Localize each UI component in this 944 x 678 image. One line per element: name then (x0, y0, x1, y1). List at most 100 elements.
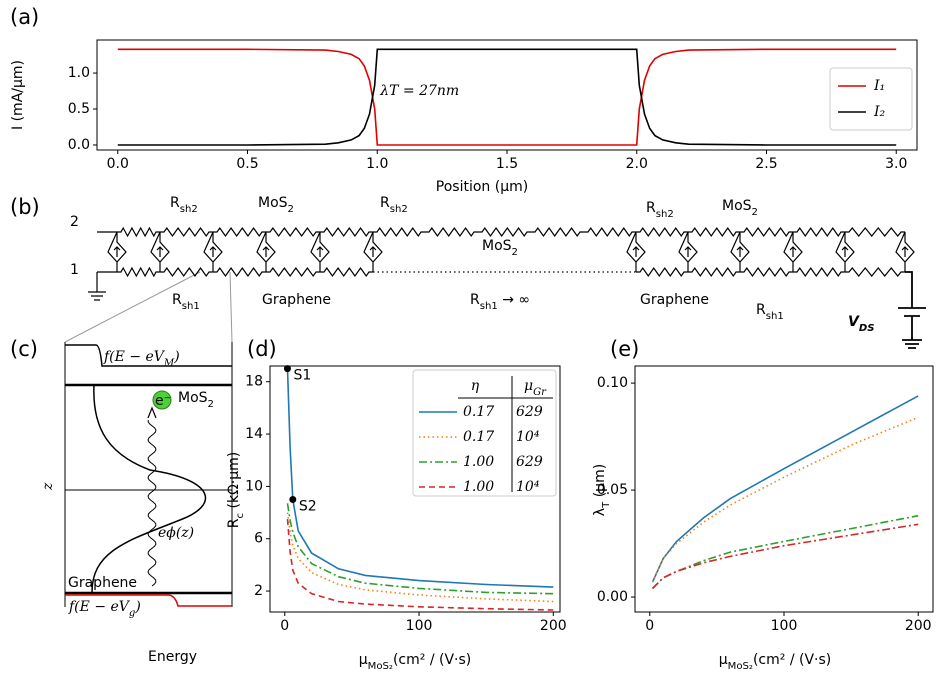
resistor (584, 226, 636, 238)
legend-label: I₁ (873, 78, 885, 94)
current-source (835, 231, 855, 272)
resistor (213, 266, 266, 278)
circuit-label-part: MoS (722, 198, 752, 214)
legend-header: μGr (524, 378, 547, 398)
legend-header: η (471, 378, 480, 394)
x-tick-label: 1.0 (366, 156, 388, 172)
circuit-label-part: sh1 (480, 301, 498, 312)
resistor (845, 227, 905, 237)
x-axis-label-part: (cm² / (V·s) (393, 652, 471, 668)
y-tick-label: 2 (254, 583, 263, 599)
plot-frame (96, 39, 918, 151)
x-tick-label: 200 (540, 618, 567, 634)
y-tick-label: 0.10 (597, 375, 628, 391)
legend-eta: 0.17 (463, 404, 494, 420)
band-label-part: M (163, 358, 175, 369)
circuit-label-part: sh1 (182, 301, 200, 312)
legend-mu: 10⁴ (516, 429, 540, 445)
band-label-part: ) (173, 349, 179, 365)
band-label-part: e⁻ (155, 393, 171, 409)
resistor (740, 266, 793, 278)
band-label-part: 2 (208, 399, 214, 410)
series-line (286, 512, 554, 603)
plot-frame (269, 365, 561, 613)
series-line (651, 416, 919, 583)
y-axis-label-part: (kΩ·μm) (226, 452, 242, 513)
circuit-label-part: MoS (482, 238, 512, 254)
resistor (320, 226, 373, 238)
circuit-label-part: Graphene (640, 292, 709, 308)
circuit-label: Rsh1 (172, 292, 200, 312)
current-source (203, 231, 223, 272)
y-axis-label: Rc (kΩ·μm) (226, 452, 246, 528)
band-label-part: MoS (178, 390, 208, 406)
x-tick-label: 0 (645, 618, 654, 634)
y-tick-label: 1.0 (68, 65, 90, 81)
fermi-bottom (65, 594, 232, 607)
resistor (425, 226, 478, 238)
band-label-part: f(E − eV (68, 599, 131, 615)
series-line (286, 519, 554, 611)
circuit-label-part: sh1 (766, 311, 784, 322)
current-source (783, 231, 803, 272)
series-line (117, 48, 897, 146)
panel-label: (c) (10, 337, 38, 361)
legend-header-part: Gr (533, 387, 547, 398)
band-label: e⁻ (155, 393, 171, 409)
circuit (88, 226, 926, 349)
plot-frame (634, 365, 934, 613)
wire (88, 231, 117, 301)
circuit-label: Rsh2 (646, 200, 674, 220)
circuit-label-part: sh2 (390, 204, 408, 215)
circuit-label: Rsh2 (380, 195, 408, 215)
circuit-label-part: V (848, 314, 860, 330)
band-label-part: ) (134, 599, 140, 615)
circuit-label: MoS2 (258, 195, 294, 215)
point-label: S1 (293, 368, 311, 384)
y-axis-label-part: λ (592, 508, 608, 516)
resistor (160, 266, 213, 278)
current-source (310, 231, 330, 272)
legend-mu: 10⁴ (516, 479, 540, 495)
resistor (266, 226, 320, 238)
current-source (678, 231, 698, 272)
series-line (651, 395, 919, 583)
y-tick-label: 6 (254, 531, 263, 547)
current-source (363, 231, 383, 272)
circuit-label: MoS2 (722, 198, 758, 218)
current-source (626, 231, 646, 272)
resistor (373, 226, 425, 238)
node-label: 1 (70, 262, 79, 278)
y-axis-label: I (mA/μm) (10, 60, 26, 130)
band-label: eϕ(z) (158, 525, 194, 541)
fermi-top (65, 344, 232, 367)
resistor (636, 226, 688, 238)
circuit-label-part: DS (859, 323, 875, 334)
annotation: λT = 27nm (379, 83, 459, 99)
circuit-label: VDS (848, 314, 874, 334)
y-tick-label: 14 (245, 426, 263, 442)
electron (152, 390, 172, 410)
circuit-label: Rsh2 (170, 195, 198, 215)
resistor (740, 226, 793, 238)
legend-label: I₂ (873, 104, 886, 120)
circuit-label-part: → ∞ (498, 292, 530, 308)
circuit-label: Rsh1 → ∞ (470, 292, 530, 312)
point (289, 495, 297, 503)
y-axis-label-part: c (235, 513, 246, 519)
circuit-label: Graphene (262, 292, 331, 308)
band-label: Graphene (68, 575, 137, 591)
circuit-label-part: R (756, 302, 766, 318)
x-tick-label: 0 (280, 618, 289, 634)
resistor (117, 226, 160, 238)
current-source (107, 231, 127, 272)
circuit-label: MoS2 (482, 238, 518, 258)
band-label-part: eϕ(z) (158, 525, 194, 541)
y-tick-label: 18 (245, 374, 263, 390)
resistor (845, 267, 905, 277)
band-label-part: f(E − eV (103, 349, 166, 365)
circuit-label-part: R (470, 292, 480, 308)
y-tick-label: 0.0 (68, 137, 90, 153)
band-label: Energy (148, 649, 197, 665)
